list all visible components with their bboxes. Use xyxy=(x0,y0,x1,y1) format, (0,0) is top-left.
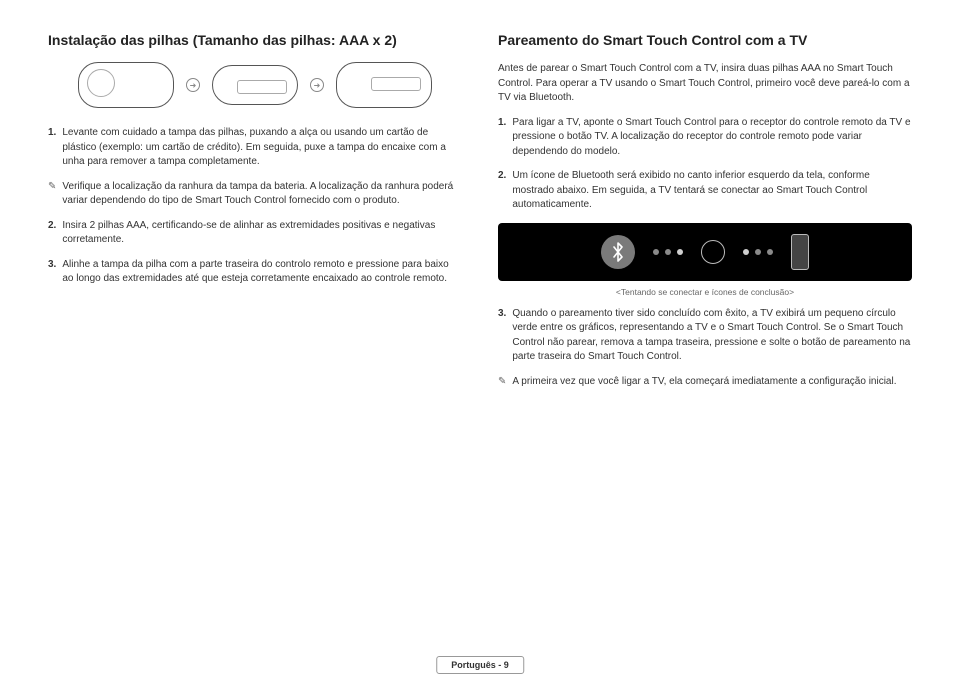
left-column: Instalação das pilhas (Tamanho das pilha… xyxy=(48,32,462,399)
step-text: Alinhe a tampa da pilha com a parte tras… xyxy=(62,258,462,287)
left-steps-cont: 2. Insira 2 pilhas AAA, certificando-se … xyxy=(48,219,462,287)
right-step-1: 1. Para ligar a TV, aponte o Smart Touch… xyxy=(498,116,912,160)
note-text: A primeira vez que você ligar a TV, ela … xyxy=(512,375,896,390)
step-text: Insira 2 pilhas AAA, certificando-se de … xyxy=(62,219,462,248)
step-number: 1. xyxy=(498,116,506,160)
step-number: 3. xyxy=(48,258,56,287)
step-number: 3. xyxy=(498,307,506,365)
left-step-1: 1. Levante com cuidado a tampa das pilha… xyxy=(48,126,462,170)
step-number: 1. xyxy=(48,126,56,170)
step-text: Quando o pareamento tiver sido concluído… xyxy=(512,307,912,365)
right-note-1: ✎ A primeira vez que você ligar a TV, el… xyxy=(498,375,912,390)
figure-caption: <Tentando se conectar e ícones de conclu… xyxy=(498,287,912,297)
battery-install-figure: ➜ ➜ xyxy=(48,62,462,108)
connecting-dots-right xyxy=(743,249,773,255)
step-text: Para ligar a TV, aponte o Smart Touch Co… xyxy=(512,116,912,160)
right-step-2: 2. Um ícone de Bluetooth será exibido no… xyxy=(498,169,912,213)
pencil-icon: ✎ xyxy=(498,375,506,390)
step-number: 2. xyxy=(48,219,56,248)
remote-back-step3 xyxy=(336,62,432,108)
two-column-layout: Instalação das pilhas (Tamanho das pilha… xyxy=(48,32,912,399)
remote-icon xyxy=(791,234,809,270)
note-text: Verifique a localização da ranhura da ta… xyxy=(62,180,462,209)
right-steps-cont: 3. Quando o pareamento tiver sido conclu… xyxy=(498,307,912,365)
left-note-1: ✎ Verifique a localização da ranhura da … xyxy=(48,180,462,209)
arrow-icon: ➜ xyxy=(310,78,324,92)
arrow-icon: ➜ xyxy=(186,78,200,92)
left-step-2: 2. Insira 2 pilhas AAA, certificando-se … xyxy=(48,219,462,248)
circle-icon xyxy=(701,240,725,264)
right-steps: 1. Para ligar a TV, aponte o Smart Touch… xyxy=(498,116,912,213)
right-column: Pareamento do Smart Touch Control com a … xyxy=(498,32,912,399)
left-title: Instalação das pilhas (Tamanho das pilha… xyxy=(48,32,462,48)
right-intro: Antes de parear o Smart Touch Control co… xyxy=(498,62,912,106)
remote-back-step1 xyxy=(78,62,174,108)
bluetooth-pairing-figure xyxy=(498,223,912,281)
step-text: Um ícone de Bluetooth será exibido no ca… xyxy=(512,169,912,213)
right-title: Pareamento do Smart Touch Control com a … xyxy=(498,32,912,48)
right-step-3: 3. Quando o pareamento tiver sido conclu… xyxy=(498,307,912,365)
bluetooth-icon xyxy=(601,235,635,269)
connecting-dots-left xyxy=(653,249,683,255)
step-text: Levante com cuidado a tampa das pilhas, … xyxy=(62,126,462,170)
left-steps: 1. Levante com cuidado a tampa das pilha… xyxy=(48,126,462,170)
remote-back-step2 xyxy=(212,65,298,105)
step-number: 2. xyxy=(498,169,506,213)
pencil-icon: ✎ xyxy=(48,180,56,209)
left-step-3: 3. Alinhe a tampa da pilha com a parte t… xyxy=(48,258,462,287)
page-number-badge: Português - 9 xyxy=(436,656,524,674)
